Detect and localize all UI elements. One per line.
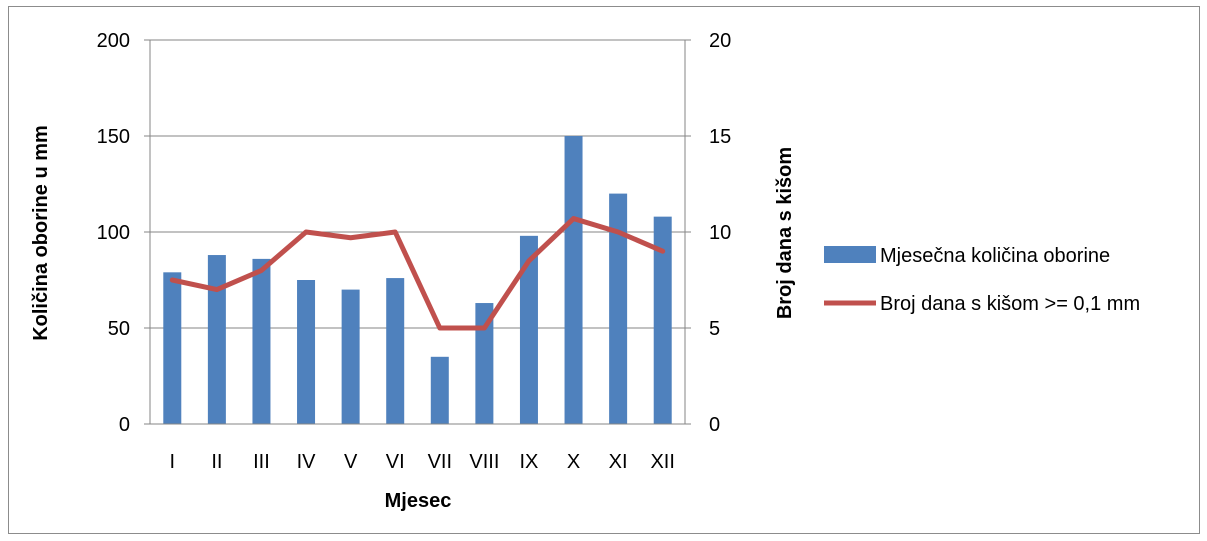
- y-tick-label: 0: [119, 414, 130, 436]
- bar: [609, 193, 628, 424]
- x-tick-label: X: [567, 451, 580, 473]
- bar: [475, 303, 494, 424]
- bar: [653, 216, 672, 424]
- bar: [386, 278, 405, 424]
- x-tick-label: VII: [428, 451, 452, 473]
- y2-tick-label: 0: [709, 414, 720, 436]
- bar: [252, 258, 271, 424]
- x-tick-label: V: [344, 451, 358, 473]
- x-axis-title: Mjesec: [385, 490, 452, 512]
- y-tick-label: 200: [97, 30, 130, 52]
- legend-label-line: Broj dana s kišom >= 0,1 mm: [880, 293, 1140, 315]
- gridlines: [150, 39, 685, 329]
- x-tick-label: III: [253, 451, 270, 473]
- y-tick-label: 150: [97, 126, 130, 148]
- line-series: [169, 216, 666, 331]
- y-tick-label: 50: [108, 318, 130, 340]
- y2-axis-title: Broj dana s kišom: [774, 147, 796, 319]
- x-tick-label: XII: [650, 451, 674, 473]
- bar: [207, 255, 226, 424]
- bar-series: [163, 136, 672, 424]
- bar: [341, 289, 360, 424]
- bar: [564, 136, 583, 424]
- chart-frame: [8, 6, 1200, 534]
- y2-tick-label: 10: [709, 222, 731, 244]
- bar: [519, 235, 538, 424]
- y2-tick-label: 5: [709, 318, 720, 340]
- y2-tick-label: 20: [709, 30, 731, 52]
- legend-label-bar: Mjesečna količina oborine: [880, 245, 1110, 267]
- bar: [430, 356, 449, 424]
- line-path: [169, 216, 666, 331]
- x-tick-label: II: [211, 451, 222, 473]
- bar: [297, 280, 316, 424]
- y-tick-label: 100: [97, 222, 130, 244]
- x-tick-label: VI: [386, 451, 405, 473]
- legend-swatch-bar: [824, 246, 876, 263]
- x-tick-label: IV: [297, 451, 317, 473]
- x-tick-label: VIII: [469, 451, 499, 473]
- x-tick-label: I: [170, 451, 176, 473]
- x-tick-label: XI: [609, 451, 628, 473]
- axes: [144, 39, 691, 425]
- bar: [163, 272, 182, 424]
- y-axis-title: Količina oborine u mm: [30, 125, 52, 341]
- x-tick-label: IX: [520, 451, 539, 473]
- legend: Mjesečna količina oborine Broj dana s ki…: [824, 245, 1140, 315]
- y2-tick-label: 15: [709, 126, 731, 148]
